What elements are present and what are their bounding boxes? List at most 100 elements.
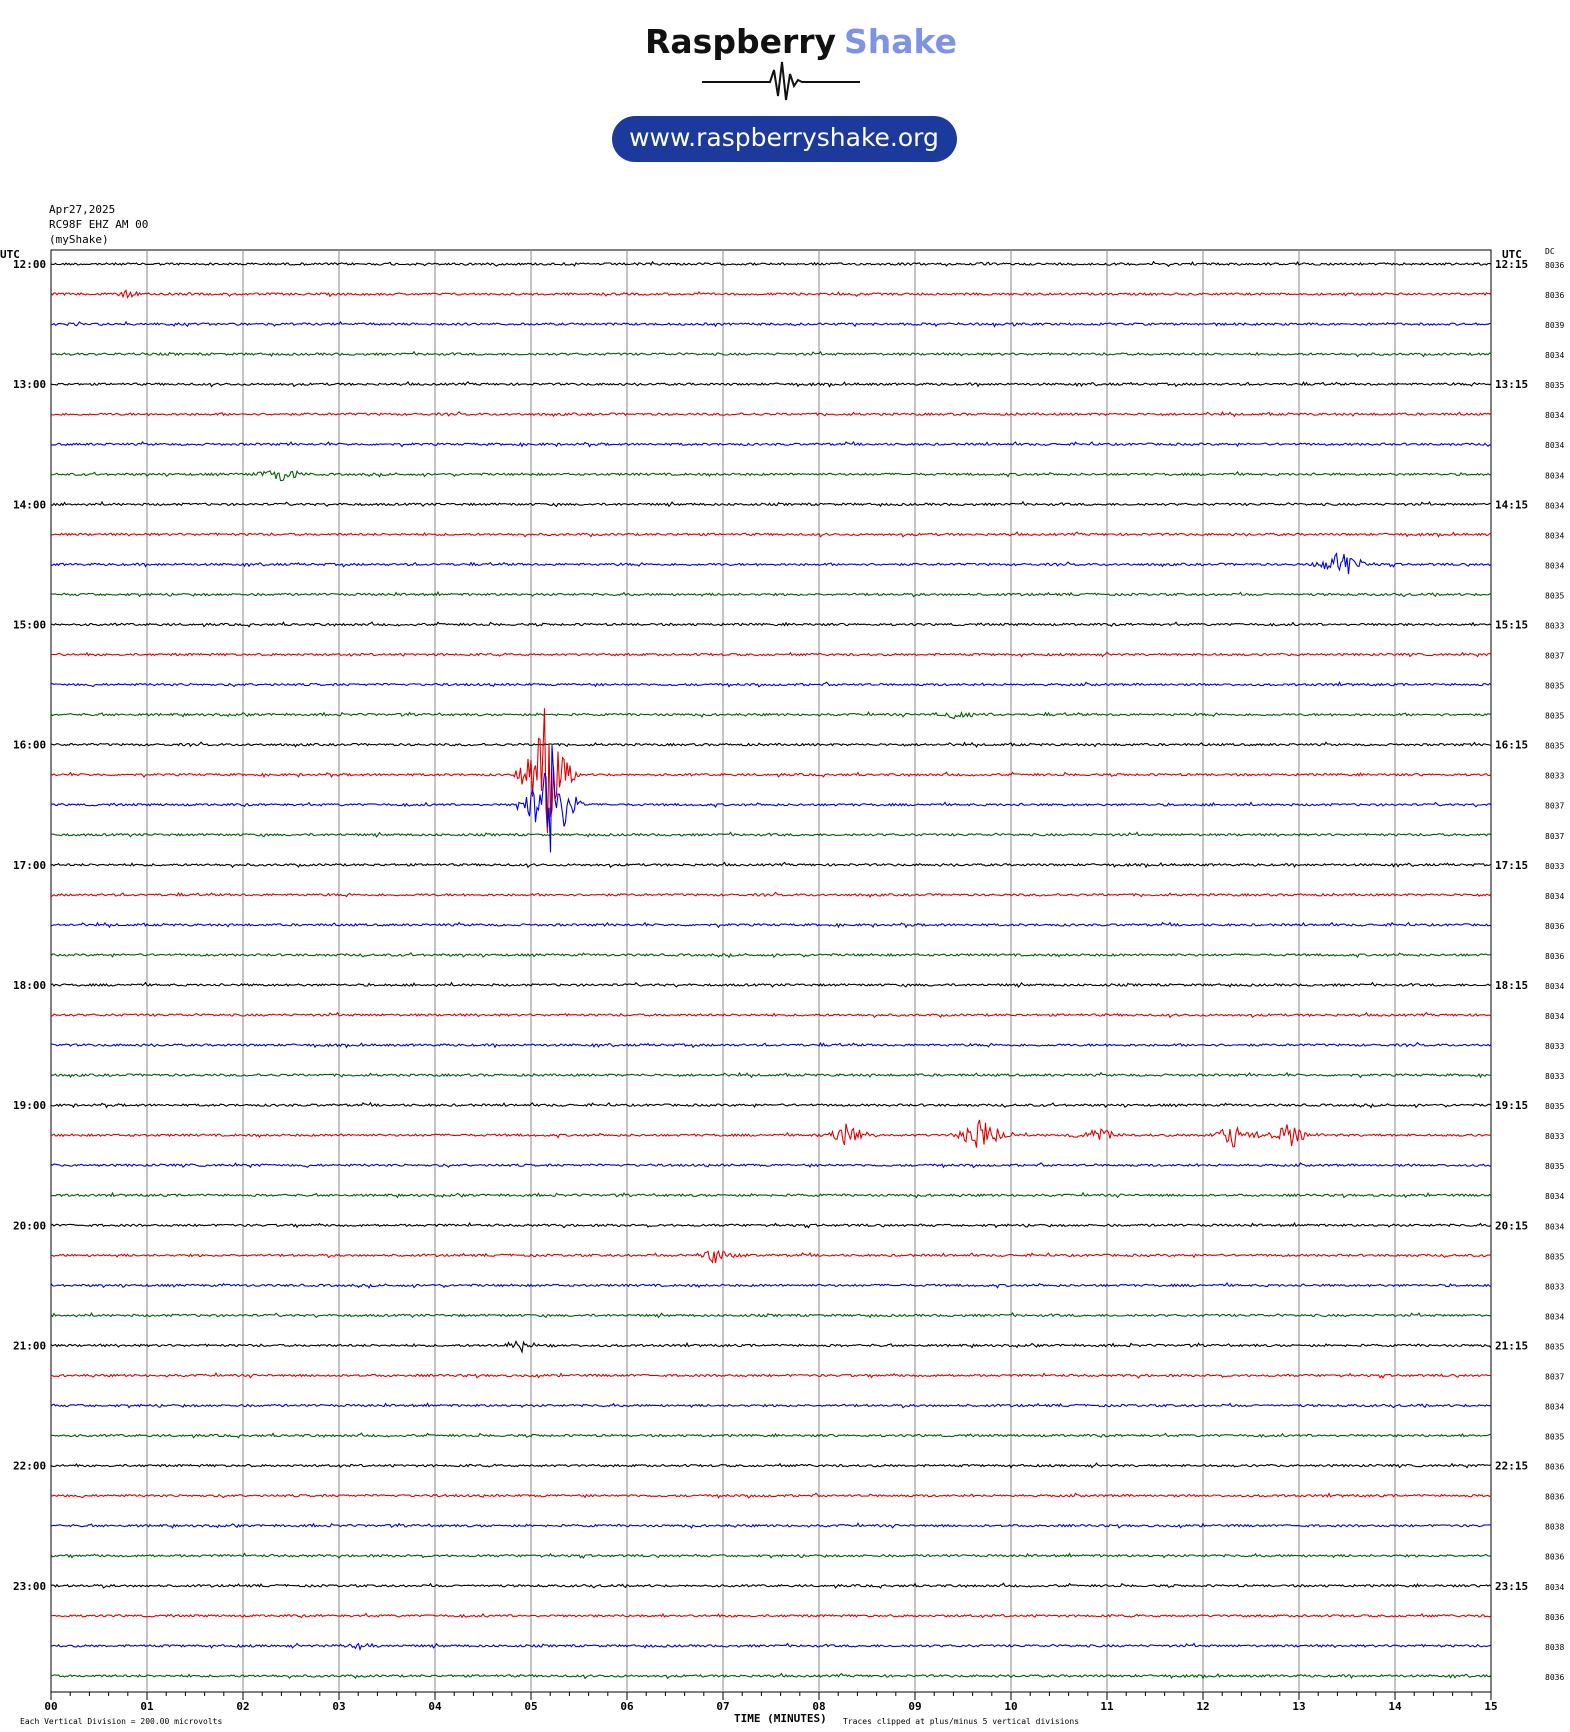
- dc-value: 8034: [1545, 1192, 1564, 1201]
- trace-line: [50, 861, 1492, 869]
- hour-label-right: 20:15: [1495, 1219, 1528, 1232]
- dc-value: 8034: [1545, 411, 1564, 420]
- dc-value: 8035: [1545, 1102, 1564, 1111]
- trace-line: [50, 1249, 1492, 1264]
- x-tick-label: 14: [1388, 1700, 1402, 1713]
- hour-label-left: 21:00: [13, 1339, 46, 1352]
- dc-value: 8038: [1545, 1643, 1564, 1652]
- dc-value: 8035: [1545, 682, 1564, 691]
- trace-line: [50, 500, 1492, 508]
- hour-label-left: 17:00: [13, 859, 46, 872]
- dc-value: 8037: [1545, 802, 1564, 811]
- hour-label-left: 12:00: [13, 258, 46, 271]
- x-tick-label: 07: [716, 1700, 729, 1713]
- x-axis-title: TIME (MINUTES): [734, 1712, 827, 1725]
- x-tick-label: 11: [1100, 1700, 1114, 1713]
- trace-line: [50, 1492, 1492, 1499]
- plot-grid: [50, 249, 1492, 1700]
- trace-line: [50, 531, 1492, 538]
- record-date: Apr27,2025: [49, 203, 116, 216]
- x-tick-label: 03: [332, 1700, 345, 1713]
- hour-label-right: 18:15: [1495, 979, 1528, 992]
- dc-value: 8033: [1545, 1072, 1564, 1081]
- dc-value: 8034: [1545, 561, 1564, 570]
- dc-value: 8036: [1545, 1673, 1564, 1682]
- trace-line: [51, 260, 1492, 268]
- plot-frame: [50, 249, 1492, 1693]
- trace-line: [50, 921, 1492, 929]
- dc-value: 8033: [1545, 621, 1564, 630]
- dc-value: 8037: [1545, 652, 1564, 661]
- x-tick-label: 08: [812, 1700, 825, 1713]
- dc-value: 8034: [1545, 982, 1564, 991]
- trace-line: [50, 1191, 1492, 1199]
- scale-note: Each Vertical Division = 200.00 microvol…: [20, 1717, 222, 1726]
- trace-line: [50, 552, 1492, 575]
- trace-line: [50, 1162, 1491, 1169]
- trace-line: [50, 1582, 1492, 1589]
- trace-line: [50, 952, 1492, 959]
- dc-value: 8035: [1545, 742, 1564, 751]
- trace-line: [50, 1041, 1492, 1049]
- hour-label-left: 19:00: [13, 1099, 46, 1112]
- x-tick-label: 04: [428, 1700, 442, 1713]
- hour-label-right: 15:15: [1495, 618, 1528, 631]
- brand-name-dark: Raspberry: [645, 22, 836, 61]
- x-tick-label: 06: [620, 1700, 634, 1713]
- left-utc-label: UTC: [0, 248, 20, 261]
- trace-line: [50, 1119, 1492, 1148]
- trace-line: [50, 1642, 1492, 1652]
- dc-value: 8034: [1545, 501, 1564, 510]
- x-tick-label: 10: [1004, 1700, 1017, 1713]
- dc-value: 8036: [1545, 922, 1564, 931]
- dc-value: 8035: [1545, 1342, 1564, 1351]
- hour-label-left: 13:00: [13, 378, 46, 391]
- dc-label: DC: [1545, 247, 1555, 256]
- trace-line: [50, 1432, 1492, 1439]
- hour-label-right: 13:15: [1495, 378, 1528, 391]
- hour-label-right: 16:15: [1495, 739, 1528, 752]
- dc-value: 8033: [1545, 772, 1564, 781]
- dc-value: 8034: [1545, 1012, 1564, 1021]
- dc-value: 8033: [1545, 1132, 1564, 1141]
- trace-line: [50, 590, 1492, 598]
- dc-value: 8035: [1545, 712, 1564, 721]
- raspberry-shake-logo: Raspberry Shake www.raspberryshake.org: [612, 22, 957, 162]
- hour-label-left: 23:00: [13, 1580, 46, 1593]
- trace-line: [50, 745, 1492, 853]
- trace-line: [51, 621, 1492, 628]
- x-tick-label: 01: [140, 1700, 154, 1713]
- trace-line: [50, 1340, 1492, 1354]
- hour-label-left: 22:00: [13, 1460, 46, 1473]
- seismic-traces: [50, 260, 1492, 1680]
- dc-value: 8035: [1545, 1162, 1564, 1171]
- trace-line: [51, 1672, 1492, 1680]
- hour-label-right: 14:15: [1495, 498, 1528, 511]
- trace-line: [50, 320, 1492, 328]
- hour-label-left: 14:00: [13, 498, 46, 511]
- hour-label-left: 15:00: [13, 618, 46, 631]
- dc-value: 8036: [1545, 952, 1564, 961]
- hour-label-right: 19:15: [1495, 1099, 1528, 1112]
- trace-line: [50, 1371, 1492, 1379]
- dc-value: 8037: [1545, 832, 1564, 841]
- trace-line: [50, 891, 1492, 898]
- dc-value: 8034: [1545, 441, 1564, 450]
- right-utc-label: UTC: [1502, 248, 1522, 261]
- trace-line: [50, 380, 1492, 388]
- dc-value: 8034: [1545, 471, 1564, 480]
- dc-value: 8034: [1545, 1312, 1564, 1321]
- trace-line: [50, 1071, 1492, 1079]
- dc-value: 8035: [1545, 381, 1564, 390]
- brand-url: www.raspberryshake.org: [629, 123, 939, 152]
- dc-value: 8035: [1545, 1433, 1564, 1442]
- hour-label-right: 12:15: [1495, 258, 1528, 271]
- dc-value: 8034: [1545, 1583, 1564, 1592]
- brand-name-light: Shake: [844, 22, 957, 61]
- axis-labels: UTC UTC DC TIME (MINUTES) Each Vertical …: [0, 247, 1564, 1726]
- trace-line: [51, 470, 1492, 482]
- trace-line: [50, 831, 1492, 838]
- dc-value: 8036: [1545, 1463, 1564, 1472]
- x-tick-label: 13: [1292, 1700, 1305, 1713]
